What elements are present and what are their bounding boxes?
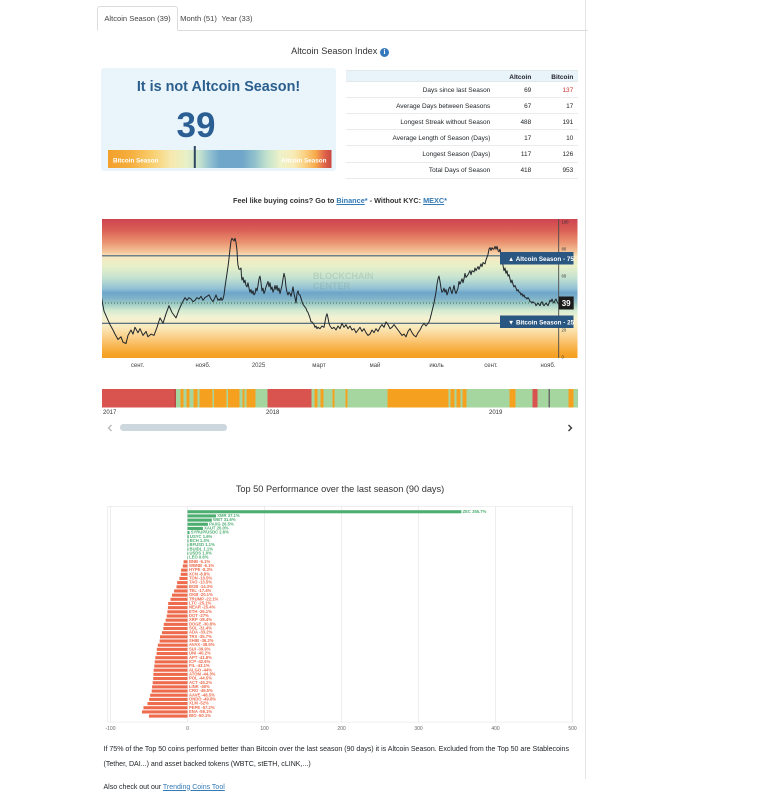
- svg-text:Altcoin Season: Altcoin Season: [281, 157, 327, 164]
- svg-text:ACT -45.2%: ACT -45.2%: [189, 680, 212, 685]
- svg-text:USDS 1.0%: USDS 1.0%: [189, 551, 212, 556]
- svg-text:APT -41.8%: APT -41.8%: [189, 655, 212, 660]
- svg-text:80: 80: [562, 247, 567, 252]
- svg-text:USYC 1.6%: USYC 1.6%: [190, 534, 213, 539]
- svg-text:TRUMP -22.1%: TRUMP -22.1%: [189, 597, 219, 602]
- svg-text:60: 60: [562, 274, 567, 279]
- svg-text:WBT 31.6%: WBT 31.6%: [213, 517, 236, 522]
- svg-text:ICP -42.6%: ICP -42.6%: [189, 659, 211, 664]
- svg-text:▲ Altcoin Season - 75: ▲ Altcoin Season - 75: [508, 256, 574, 263]
- svg-text:FIL -43.1%: FIL -43.1%: [189, 663, 210, 668]
- svg-text:PAXG 26.5%: PAXG 26.5%: [209, 522, 234, 527]
- svg-text:ZEC 355.7%: ZEC 355.7%: [463, 509, 487, 514]
- svg-text:39: 39: [562, 299, 571, 308]
- svg-text:ETH -26.1%: ETH -26.1%: [189, 609, 212, 614]
- svg-text:AAVE -48.5%: AAVE -48.5%: [189, 693, 215, 698]
- svg-text:BFUSD 1.1%: BFUSD 1.1%: [190, 542, 215, 547]
- svg-text:LTC -25.1%: LTC -25.1%: [189, 601, 212, 606]
- svg-text:XMR 37.1%: XMR 37.1%: [217, 513, 240, 518]
- svg-text:XLM -52%: XLM -52%: [189, 701, 209, 706]
- svg-text:OKB -20.1%: OKB -20.1%: [189, 592, 213, 597]
- svg-text:Bitcoin Season: Bitcoin Season: [113, 157, 159, 164]
- svg-text:WBNB -6.1%: WBNB -6.1%: [189, 563, 214, 568]
- svg-text:LEO 0.6%: LEO 0.6%: [189, 555, 209, 560]
- svg-text:SOL -31.4%: SOL -31.4%: [189, 626, 212, 631]
- svg-text:BUIDL 1.1%: BUIDL 1.1%: [190, 547, 214, 552]
- svg-text:SYRUP/USDC 2.6%: SYRUP/USDC 2.6%: [191, 530, 229, 535]
- svg-text:CENTER: CENTER: [313, 281, 351, 291]
- svg-text:POL -44.5%: POL -44.5%: [189, 676, 212, 681]
- svg-text:HYPE -8.3%: HYPE -8.3%: [189, 567, 213, 572]
- svg-text:UNI -40.2%: UNI -40.2%: [189, 651, 211, 656]
- svg-text:LINK -46%: LINK -46%: [189, 684, 210, 689]
- svg-text:ALGO -44%: ALGO -44%: [189, 668, 212, 673]
- svg-text:CRO -46.5%: CRO -46.5%: [189, 688, 213, 693]
- svg-text:ATOM -44.3%: ATOM -44.3%: [189, 672, 216, 677]
- svg-text:ADA -33.2%: ADA -33.2%: [189, 630, 213, 635]
- svg-text:BCH 1.3%: BCH 1.3%: [190, 538, 210, 543]
- svg-text:DOT -27%: DOT -27%: [189, 613, 209, 618]
- svg-text:BIO -50.1%: BIO -50.1%: [189, 713, 211, 718]
- svg-text:DOGE -30.8%: DOGE -30.8%: [189, 622, 216, 627]
- svg-text:AVAX -38.5%: AVAX -38.5%: [189, 643, 215, 648]
- svg-text:ONDO -49.8%: ONDO -49.8%: [189, 697, 216, 702]
- svg-text:XRP -28.4%: XRP -28.4%: [189, 618, 212, 623]
- svg-text:XAUT 20.0%: XAUT 20.0%: [204, 526, 229, 531]
- svg-text:BNB -5.1%: BNB -5.1%: [189, 559, 210, 564]
- svg-text:100: 100: [562, 220, 570, 225]
- svg-text:TON -10.5%: TON -10.5%: [189, 576, 212, 581]
- svg-text:TEL -17.4%: TEL -17.4%: [189, 588, 212, 593]
- svg-text:BLOCKCHAIN: BLOCKCHAIN: [313, 271, 374, 281]
- svg-text:PEPE -57.2%: PEPE -57.2%: [189, 705, 215, 710]
- svg-text:NEAR -25.4%: NEAR -25.4%: [189, 605, 216, 610]
- svg-text:▼ Bitcoin Season - 25: ▼ Bitcoin Season - 25: [508, 320, 575, 327]
- svg-text:TRX -35.7%: TRX -35.7%: [189, 634, 212, 639]
- svg-text:0: 0: [562, 355, 565, 359]
- svg-text:SUI -39.9%: SUI -39.9%: [189, 647, 211, 652]
- svg-text:ENA -59.1%: ENA -59.1%: [189, 709, 212, 714]
- svg-text:XCN -8.8%: XCN -8.8%: [189, 572, 210, 577]
- svg-text:TAO -13.5%: TAO -13.5%: [189, 580, 212, 585]
- svg-text:BGB -14.3%: BGB -14.3%: [189, 584, 213, 589]
- svg-text:SHIB -36.2%: SHIB -36.2%: [189, 638, 214, 643]
- svg-text:20: 20: [562, 328, 567, 333]
